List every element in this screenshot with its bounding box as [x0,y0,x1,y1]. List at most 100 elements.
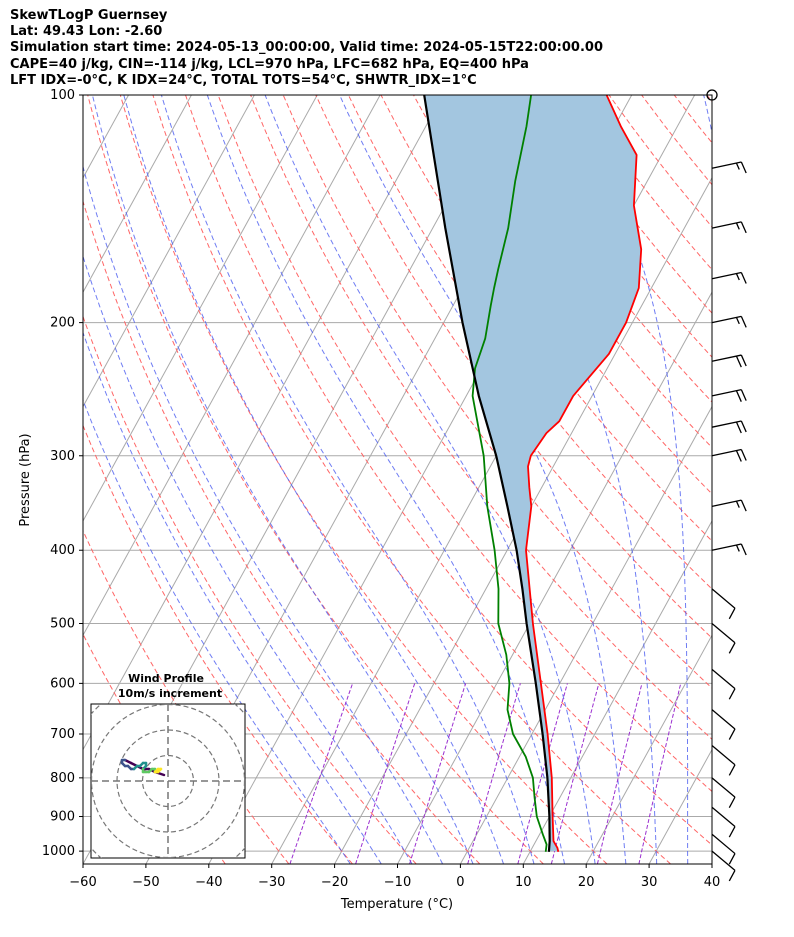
moist-adiabat [83,254,413,864]
isotherm-line [711,862,712,864]
moist-adiabat [83,398,351,864]
barb-flag [740,354,747,367]
dry-adiabat [250,95,712,740]
location-coordinates: Lat: 49.43 Lon: -2.60 [10,24,163,39]
stability-indices-2: LFT IDX=-0°C, K IDX=24°C, TOTAL TOTS=54°… [10,73,477,88]
barb-flag [728,853,736,865]
wind-barb [711,543,747,556]
simulation-times: Simulation start time: 2024-05-13_00:00:… [10,40,603,55]
moist-adiabat [264,95,596,864]
wind-barb [711,588,736,620]
barb-flag [728,870,736,882]
x-tick-label: 0 [456,875,464,890]
barb-flag [740,272,747,284]
calm-circle [706,89,718,101]
mixing-ratio-line [467,683,521,864]
wind-barb [711,850,736,882]
barb-flag [740,420,747,433]
mixing-ratio-line [355,683,416,864]
isotherm-line [0,95,3,864]
x-tick-label: 20 [578,875,595,890]
barb-flag [735,450,742,462]
x-tick-label: −50 [132,875,159,890]
isotherm-line [648,748,712,864]
y-tick-label: 400 [50,543,75,558]
wind-barb [706,89,718,101]
isotherm-line [585,634,712,864]
dewpoint-line [471,95,548,852]
x-tick-label: −10 [384,875,411,890]
wind-barb [711,745,736,776]
y-tick-label: 900 [50,810,75,825]
wind-barb [711,354,747,368]
barb-staff [711,709,736,730]
barb-flag [735,222,740,230]
x-tick-label: −30 [258,875,285,890]
mixing-ratio-line [289,683,354,864]
barb-flag [740,389,747,401]
dry-adiabat [87,95,544,864]
barb-flag [740,316,747,328]
barb-staff [711,833,736,855]
x-tick-label: −40 [195,875,222,890]
moist-adiabat [437,95,658,864]
wind-barb [711,448,747,462]
y-tick-label: 800 [50,771,75,786]
mixing-ratio-line [638,683,682,864]
wind-barb [711,833,736,865]
barb-staff [711,420,742,428]
dry-adiabat [608,95,712,228]
barb-flag [735,162,740,170]
barb-flag [740,221,747,234]
barb-flag [735,355,742,368]
wind-barb [711,499,747,512]
barb-staff [711,668,736,690]
x-tick-label: 30 [641,875,658,890]
wind-barb [711,623,736,654]
barb-staff [711,588,736,609]
x-tick-label: −60 [69,875,96,890]
barb-flag [728,728,736,740]
barb-flag [735,544,740,552]
mixing-ratio-line [409,683,467,864]
y-tick-label: 500 [50,617,75,632]
hodograph-ring [91,704,245,858]
dry-adiabat [83,529,290,864]
wind-barb [711,777,736,809]
wind-barb [711,271,747,284]
wind-barb [711,668,736,700]
barb-flag [735,421,742,434]
wind-barb [711,221,747,234]
dry-adiabat [152,95,671,864]
barb-flag [740,161,747,174]
cape-cin-area [424,95,642,852]
moist-adiabat [703,95,712,136]
y-tick-label: 700 [50,727,75,742]
mixing-ratio-line [596,683,643,864]
dry-adiabat [119,95,608,864]
isotherm-line [83,95,255,408]
moist-adiabat [567,95,689,864]
y-axis-label: Pressure (hPa) [18,433,33,526]
barb-flag [735,500,740,508]
barb-flag [735,317,740,325]
barb-staff [711,745,736,766]
hodograph-title: Wind Profile [128,672,204,685]
temperature-line [525,95,643,852]
dry-adiabat [282,95,712,689]
wind-barb [711,161,747,174]
dry-adiabat [673,95,712,144]
x-tick-label: 10 [515,875,532,890]
dry-adiabat [217,95,712,793]
y-tick-label: 200 [50,316,75,331]
dry-adiabat [83,199,481,864]
wind-barb [711,389,747,402]
barb-flag [728,642,736,654]
barb-flag [728,826,736,838]
barb-flag [740,449,747,461]
chart-title: SkewTLogP Guernsey [10,8,168,23]
moist-adiabat [91,95,474,864]
hodograph-subtitle: 10m/s increment [118,687,222,700]
barb-flag [740,499,747,512]
